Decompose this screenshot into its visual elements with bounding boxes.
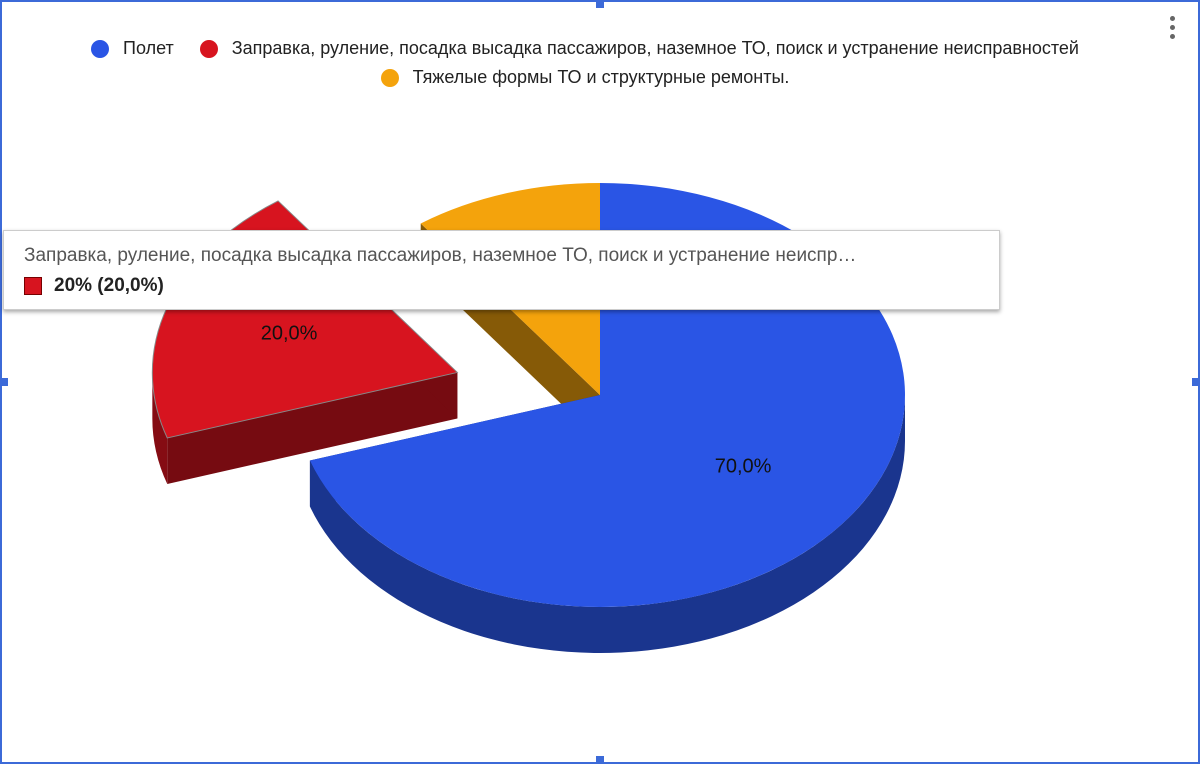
tooltip-value: 20% (20,0%)	[24, 275, 164, 297]
legend: Полет Заправка, руление, посадка высадка …	[20, 38, 1150, 88]
tooltip-swatch	[24, 277, 42, 295]
resize-handle[interactable]	[596, 756, 604, 764]
legend-item[interactable]: Заправка, руление, посадка высадка пасса…	[199, 38, 1079, 59]
legend-item[interactable]: Тяжелые формы ТО и структурные ремонты.	[380, 67, 790, 88]
resize-handle[interactable]	[0, 378, 8, 386]
slice-side	[152, 372, 168, 484]
tooltip-title: Заправка, руление, посадка высадка пасса…	[24, 245, 857, 266]
slice-side	[167, 372, 458, 484]
legend-marker	[199, 39, 218, 58]
legend-marker	[380, 68, 399, 87]
tooltip-text: 20% (20,0%)	[54, 275, 164, 296]
chart-menu[interactable]	[1170, 16, 1175, 43]
legend-label: Заправка, руление, посадка высадка пасса…	[231, 38, 1079, 58]
legend-label: Полет	[123, 38, 174, 58]
resize-handle[interactable]	[596, 0, 604, 8]
resize-handle[interactable]	[1192, 378, 1200, 386]
tooltip: Заправка, руление, посадка высадка пасса…	[3, 230, 1000, 310]
legend-item[interactable]: Полет	[91, 38, 174, 59]
data-label: 70,0%	[715, 456, 772, 478]
legend-marker	[91, 39, 110, 58]
slice-side	[309, 395, 906, 654]
data-label: 20,0%	[261, 323, 318, 345]
legend-label: Тяжелые формы ТО и структурные ремонты.	[412, 67, 790, 87]
